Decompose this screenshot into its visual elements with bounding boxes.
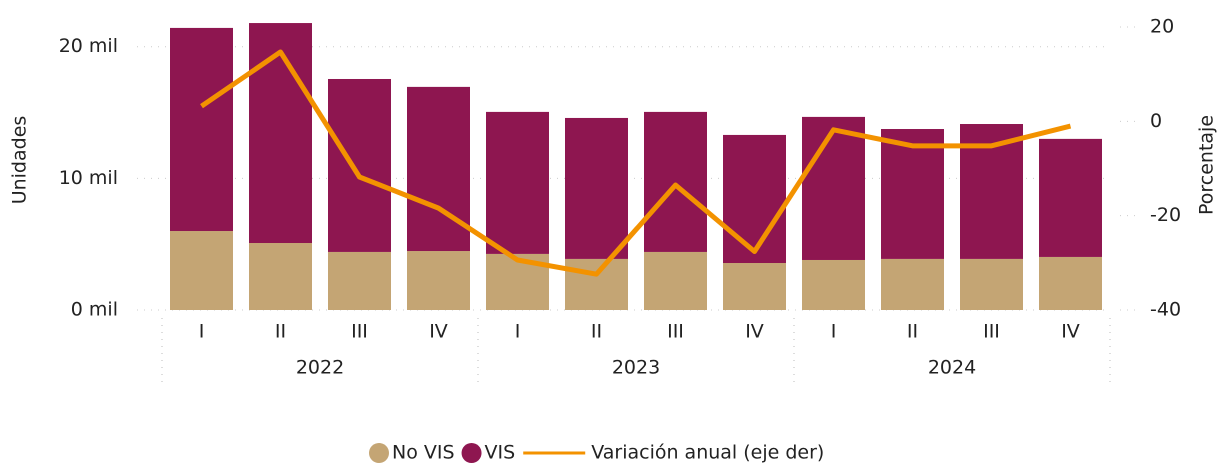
y-tick-label: 0 mil — [71, 299, 118, 321]
bar-segment — [407, 86, 470, 252]
line — [200, 49, 1072, 277]
bar-segment — [486, 111, 549, 254]
bar-segment — [881, 129, 944, 259]
legend-swatch — [369, 443, 389, 463]
y-tick-label: 10 mil — [59, 167, 118, 189]
y2-tick-label: -20 — [1150, 204, 1181, 226]
bar-segment — [249, 243, 312, 310]
year-label: 2023 — [612, 357, 660, 379]
x-tick-label: IV — [745, 321, 764, 343]
bar-segment — [565, 258, 628, 310]
x-tick-label: IV — [1061, 321, 1080, 343]
bar-segment — [170, 231, 233, 310]
bar-segment — [565, 117, 628, 259]
bar-segment — [802, 116, 865, 260]
y2-tick-label: -40 — [1150, 299, 1181, 321]
bar-segment — [723, 134, 786, 264]
bar-segment — [802, 259, 865, 310]
y-axis-title: Unidades — [9, 116, 31, 205]
x-tick-label: III — [983, 321, 1000, 343]
bar-segment — [328, 78, 391, 252]
year-label: 2022 — [296, 357, 344, 379]
y2-axis-title: Porcentaje — [1196, 115, 1218, 215]
bar-segment — [644, 251, 707, 310]
legend-swatch — [461, 443, 482, 463]
legend-label: No VIS — [392, 442, 455, 464]
x-tick-label: II — [275, 321, 286, 343]
x-tick-label: I — [831, 321, 837, 343]
x-tick-label: III — [351, 321, 368, 343]
x-tick-label: II — [907, 321, 918, 343]
year-label: 2024 — [928, 357, 976, 379]
bar-segment — [1039, 138, 1102, 257]
y2-tick-label: 0 — [1150, 110, 1162, 132]
bar-segment — [249, 23, 312, 244]
bar-segment — [170, 27, 233, 232]
x-tick-label: III — [667, 321, 684, 343]
x-tick-label: I — [199, 321, 205, 343]
bar-segment — [644, 111, 707, 252]
bar-segment — [723, 263, 786, 310]
legend-label: Variación anual (eje der) — [591, 442, 824, 464]
bar-segment — [407, 251, 470, 310]
bar-segment — [881, 258, 944, 310]
bar-segment — [1039, 256, 1102, 310]
bar-segment — [328, 251, 391, 310]
legend-label: VIS — [485, 442, 516, 464]
x-tick-label: IV — [429, 321, 448, 343]
y2-tick-label: 20 — [1150, 16, 1174, 38]
bar-segment — [960, 258, 1023, 310]
y-tick-label: 20 mil — [59, 35, 118, 57]
x-tick-label: I — [515, 321, 521, 343]
x-tick-label: II — [591, 321, 602, 343]
